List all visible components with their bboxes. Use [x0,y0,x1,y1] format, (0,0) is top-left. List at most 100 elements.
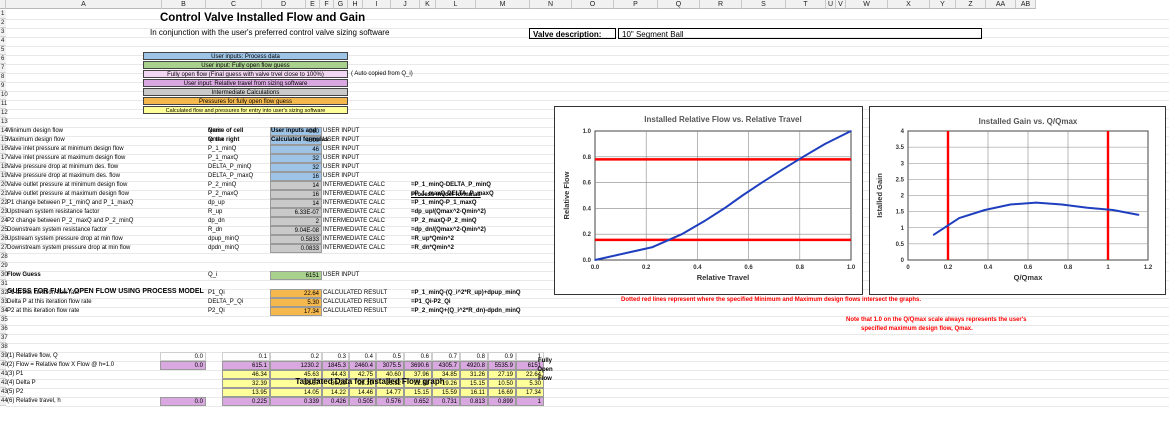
column-header-aa[interactable]: AA [986,0,1016,9]
column-header-g[interactable]: G [334,0,348,9]
table-cell[interactable]: 31.26 [460,370,488,379]
iter-value-p2_qi[interactable]: 17.34 [270,307,322,316]
table-cell[interactable]: 4920.8 [460,361,488,370]
row-header-30[interactable]: 30 [0,271,8,280]
table-cell[interactable]: 14.05 [270,388,322,397]
row-header-2[interactable]: 2 [0,19,6,28]
table-cell[interactable]: 5535.9 [488,361,516,370]
row-header-42[interactable]: 42 [0,379,8,388]
column-header-c[interactable]: C [206,0,262,9]
row-header-24[interactable]: 24 [0,217,8,226]
column-header-x[interactable]: X [888,0,930,9]
table-cell[interactable]: 615.1 [222,361,270,370]
table-cell[interactable]: 22.81 [404,379,432,388]
table-cell[interactable]: 37.96 [404,370,432,379]
param-value-dpdn_minq[interactable]: 0.0833 [270,244,322,253]
table-cell[interactable]: 42.75 [349,370,376,379]
table-cell[interactable]: 4305.7 [432,361,460,370]
row-header-18[interactable]: 18 [0,163,8,172]
param-value-qmin[interactable]: 960 [270,127,322,136]
table-cell[interactable]: 0.731 [432,397,460,406]
table-cell[interactable]: 0.339 [270,397,322,406]
table-cell[interactable]: 5.30 [516,379,544,388]
column-header-r[interactable]: R [700,0,742,9]
row-header-17[interactable]: 17 [0,154,8,163]
table-cell[interactable]: 14.22 [322,388,349,397]
chart-relative-flow[interactable]: Installed Relative Flow vs. Relative Tra… [554,106,863,295]
row-header-39[interactable]: 39 [0,352,8,361]
table-cell[interactable]: 17.34 [516,388,544,397]
param-value-p_1_minq[interactable]: 46 [270,145,322,154]
column-header-t[interactable]: T [786,0,826,9]
column-header-k[interactable]: K [420,0,436,9]
row-header-15[interactable]: 15 [0,136,8,145]
column-header-l[interactable]: L [436,0,476,9]
row-header-4[interactable]: 4 [0,37,6,46]
table-cell[interactable]: 30.20 [322,379,349,388]
row-header-36[interactable]: 36 [0,325,8,334]
table-cell[interactable]: 0.652 [404,397,432,406]
row-header-26[interactable]: 26 [0,235,8,244]
table-cell[interactable]: 14.77 [376,388,404,397]
table-cell[interactable]: 0.5 [376,352,404,361]
column-header-u[interactable]: U [826,0,836,9]
param-value-dp_up[interactable]: 14 [270,199,322,208]
param-value-p_2_maxq[interactable]: 16 [270,190,322,199]
table-cell[interactable]: 31.57 [270,379,322,388]
valve-description-input[interactable]: 10" Segment Ball [618,28,982,39]
table-cell[interactable]: 15.59 [432,388,460,397]
param-value-r_up[interactable]: 6.33E-07 [270,208,322,217]
table-cell[interactable]: 13.95 [222,388,270,397]
param-value-qmax[interactable]: 4800 [270,136,322,145]
table-cell[interactable]: 10.50 [488,379,516,388]
table-cell[interactable]: 16.11 [460,388,488,397]
table-cell[interactable]: 40.60 [376,370,404,379]
table-cell[interactable]: 19.26 [432,379,460,388]
column-header-s[interactable]: S [742,0,786,9]
row-header-1[interactable]: 1 [0,10,6,19]
table-cell[interactable]: 0.0 [160,361,206,370]
row-header-35[interactable]: 35 [0,316,8,325]
row-header-12[interactable]: 12 [0,109,8,118]
row-header-13[interactable]: 13 [0,118,8,127]
table-cell[interactable]: 0.1 [222,352,270,361]
row-header-28[interactable]: 28 [0,253,8,262]
column-header-w[interactable]: W [846,0,888,9]
row-header-31[interactable]: 31 [0,280,8,289]
table-cell[interactable]: 44.43 [322,370,349,379]
table-cell[interactable]: 22.64 [516,370,544,379]
table-cell[interactable]: 34.85 [432,370,460,379]
table-cell[interactable]: 0.9 [488,352,516,361]
table-cell[interactable]: 0.3 [322,352,349,361]
column-header-n[interactable]: N [530,0,572,9]
flow-guess-input[interactable]: 6151 [270,271,322,280]
column-header-b[interactable]: B [162,0,206,9]
table-cell[interactable]: 0.7 [432,352,460,361]
row-header-25[interactable]: 25 [0,226,8,235]
column-header-o[interactable]: O [572,0,614,9]
table-cell[interactable]: 1845.3 [322,361,349,370]
row-header-14[interactable]: 14 [0,127,8,136]
param-value-p_2_minq[interactable]: 14 [270,181,322,190]
row-header-16[interactable]: 16 [0,145,8,154]
column-header-a[interactable]: A [6,0,162,9]
row-header-5[interactable]: 5 [0,46,6,55]
table-cell[interactable]: 46.34 [222,370,270,379]
select-all-corner[interactable] [0,0,6,9]
column-header-z[interactable]: Z [956,0,986,9]
row-header-29[interactable]: 29 [0,262,8,271]
table-cell[interactable]: 16.69 [488,388,516,397]
param-value-delta_p_maxq[interactable]: 16 [270,172,322,181]
table-cell[interactable]: 15.15 [460,379,488,388]
iter-value-p1_qi[interactable]: 22.64 [270,289,322,298]
table-cell[interactable]: 2460.4 [349,361,376,370]
row-header-11[interactable]: 11 [0,100,8,109]
row-header-37[interactable]: 37 [0,334,8,343]
table-cell[interactable]: 3075.5 [376,361,404,370]
row-header-40[interactable]: 40 [0,361,8,370]
table-cell[interactable]: 0.225 [222,397,270,406]
iter-value-delta_p_qi[interactable]: 5.30 [270,298,322,307]
param-value-p_1_maxq[interactable]: 32 [270,154,322,163]
row-header-27[interactable]: 27 [0,244,8,253]
row-header-44[interactable]: 44 [0,397,8,406]
